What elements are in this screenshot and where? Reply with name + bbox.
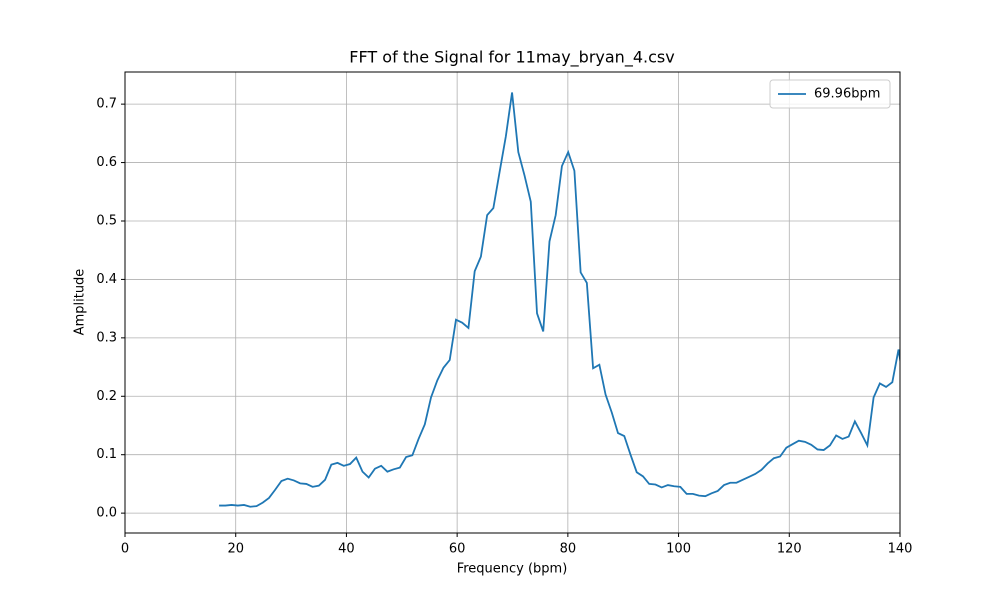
axes-frame	[124, 71, 901, 534]
x-axis-label: Frequency (bpm)	[457, 562, 568, 577]
y-tick-label: 0.0	[96, 506, 117, 521]
x-tick-label: 0	[121, 542, 129, 557]
y-axis-label: Amplitude	[73, 269, 88, 336]
y-tick-label: 0.3	[96, 330, 117, 345]
x-tick-label: 60	[449, 542, 466, 557]
x-tick-label: 80	[560, 542, 577, 557]
x-tick-label: 20	[227, 542, 244, 557]
y-tick-label: 0.5	[96, 213, 117, 228]
x-tick-label: 40	[338, 542, 355, 557]
y-tick-label: 0.1	[96, 447, 117, 462]
legend-box	[769, 79, 891, 109]
ticks: 0 20 40 60 80 100 120 140 0.0 0.1 0.2 0.3 0.4 0.5 0.6 0…	[96, 97, 912, 557]
x-tick-label: 140	[888, 542, 913, 557]
x-tick-label: 100	[666, 542, 691, 557]
legend-label: 69.96bpm	[814, 87, 880, 102]
data-line	[219, 92, 900, 508]
x-tick-label: 120	[777, 542, 802, 557]
legend: 69.96bpm	[769, 79, 891, 109]
chart-title: FFT of the Signal for 11may_bryan_4.csv	[349, 48, 674, 68]
y-tick-label: 0.2	[96, 389, 117, 404]
plot-area	[219, 92, 900, 508]
y-tick-label: 0.7	[96, 97, 117, 112]
y-tick-label: 0.6	[96, 155, 117, 170]
y-tick-label: 0.4	[96, 272, 117, 287]
